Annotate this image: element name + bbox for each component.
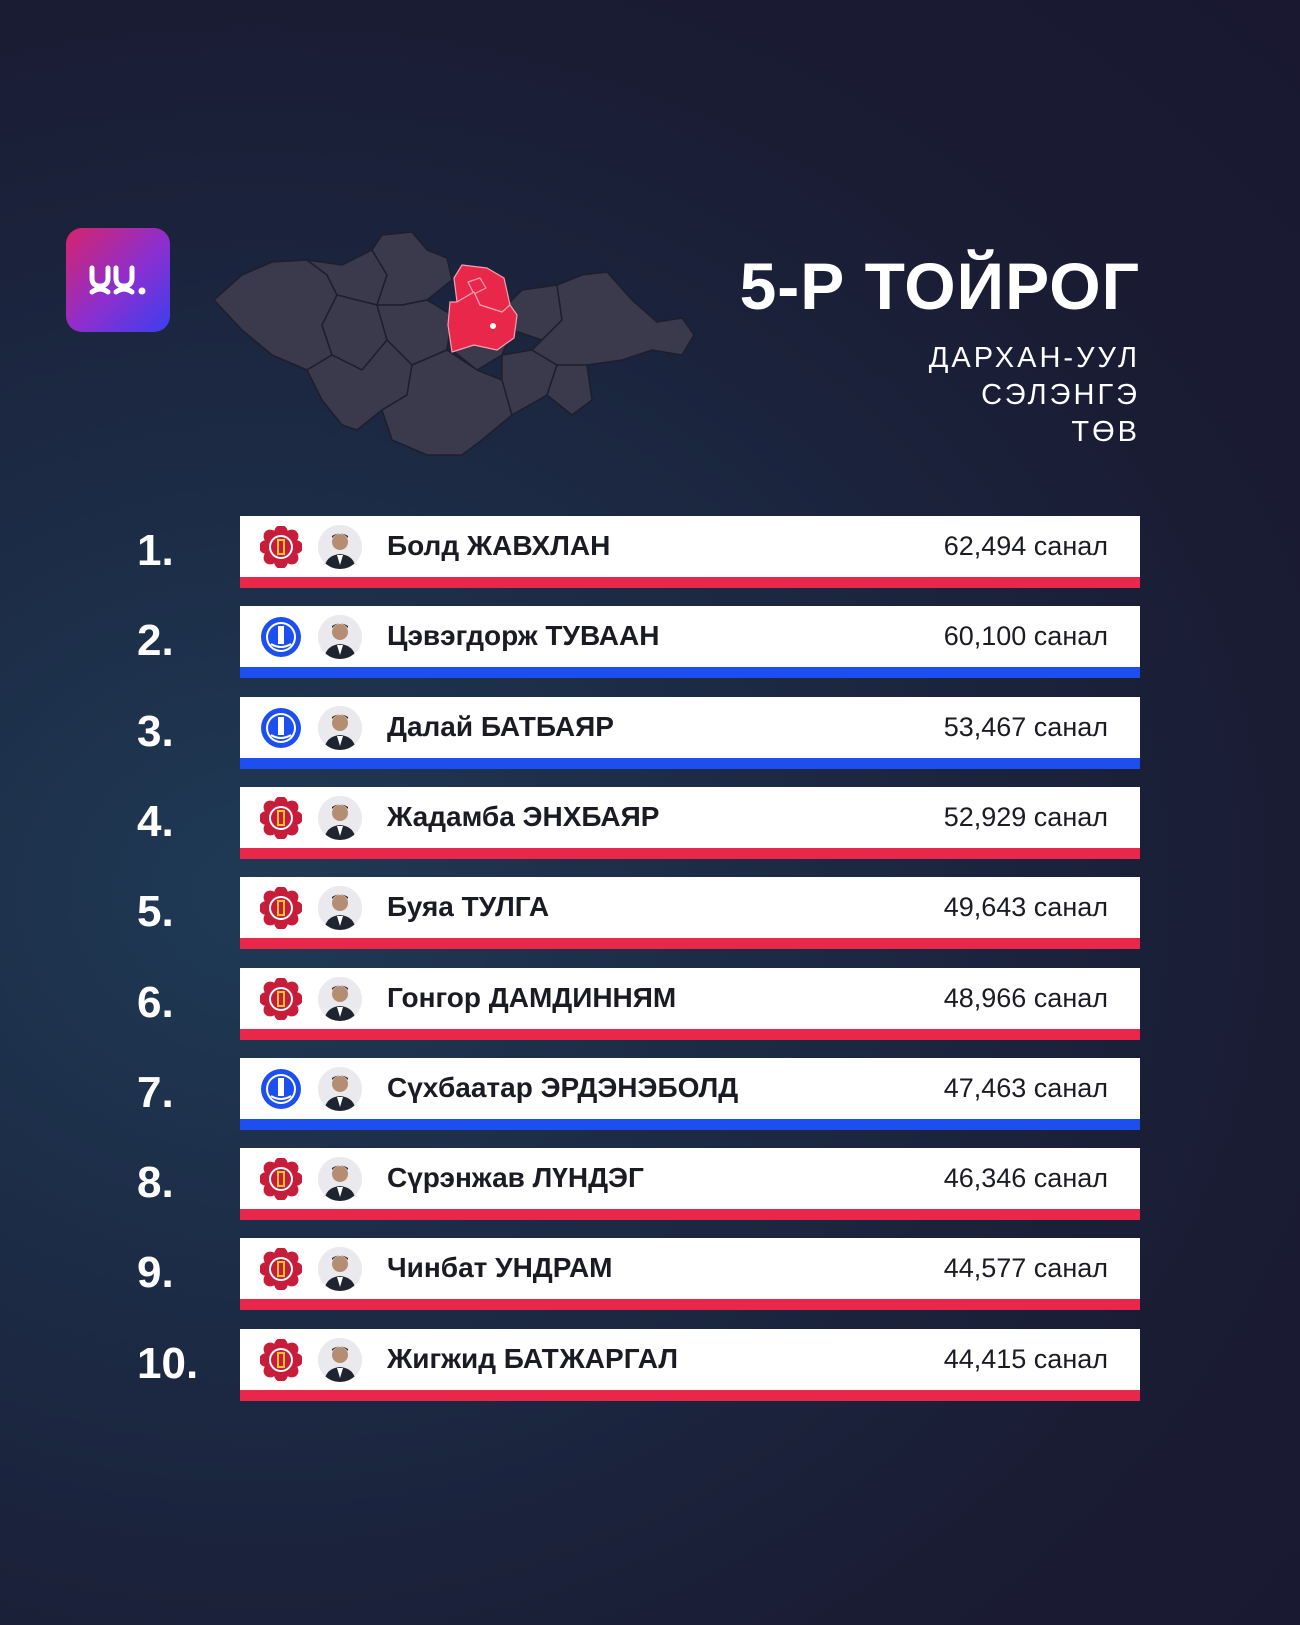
mongolia-map	[213, 231, 695, 456]
mpp-party-emblem-icon	[259, 1247, 303, 1291]
party-color-stripe	[240, 848, 1140, 859]
candidate-row: 1. Болд ЖАВХЛАН 62,494 санал	[0, 516, 1300, 589]
dp-party-emblem-icon	[260, 616, 302, 658]
candidate-avatar	[318, 977, 362, 1021]
mpp-party-emblem-icon	[259, 886, 303, 930]
candidate-votes: 60,100 санал	[943, 621, 1108, 651]
candidate-votes: 52,929 санал	[943, 802, 1108, 832]
candidate-card: Жигжид БАТЖАРГАЛ 44,415 санал	[240, 1329, 1140, 1390]
candidate-rank: 9.	[137, 1248, 174, 1297]
candidate-votes: 44,415 санал	[943, 1344, 1108, 1374]
candidate-votes: 53,467 санал	[943, 712, 1108, 742]
candidate-votes: 47,463 санал	[943, 1073, 1108, 1103]
party-color-stripe	[240, 1299, 1140, 1310]
candidate-card: Гонгор ДАМДИННЯМ 48,966 санал	[240, 968, 1140, 1029]
candidate-card: Сүрэнжав ЛҮНДЭГ 46,346 санал	[240, 1148, 1140, 1209]
map-province-tuv	[447, 291, 518, 353]
candidate-row: 10. Жигжид БАТЖАРГАЛ 44,415 санал	[0, 1329, 1300, 1402]
mpp-party-emblem-icon	[259, 796, 303, 840]
candidate-row: 8. Сүрэнжав ЛҮНДЭГ 46,346 санал	[0, 1148, 1300, 1221]
candidate-card: Чинбат УНДРАМ 44,577 санал	[240, 1238, 1140, 1299]
candidate-row: 6. Гонгор ДАМДИННЯМ 48,966 санал	[0, 968, 1300, 1041]
party-color-stripe	[240, 577, 1140, 588]
candidate-rank: 8.	[137, 1158, 174, 1207]
brand-logo	[66, 228, 170, 332]
candidate-name: Гонгор ДАМДИННЯМ	[387, 982, 677, 1013]
candidate-rank: 1.	[137, 526, 174, 575]
candidate-rank: 4.	[137, 797, 174, 846]
candidate-avatar	[318, 886, 362, 930]
candidate-avatar	[318, 1067, 362, 1111]
candidate-avatar	[318, 706, 362, 750]
party-color-stripe	[240, 758, 1140, 769]
mpp-party-emblem-icon	[259, 1338, 303, 1382]
candidate-rank: 2.	[137, 616, 174, 665]
party-color-stripe	[240, 667, 1140, 678]
candidate-row: 7. Сүхбаатар ЭРДЭНЭБОЛД 47,463 санал	[0, 1058, 1300, 1131]
mpp-party-emblem-icon	[259, 525, 303, 569]
region-tuv: ТӨВ	[1071, 416, 1140, 448]
candidate-votes: 48,966 санал	[943, 983, 1108, 1013]
party-color-stripe	[240, 1029, 1140, 1040]
candidate-row: 5. Буяа ТУЛГА 49,643 санал	[0, 877, 1300, 950]
candidate-avatar	[318, 1338, 362, 1382]
candidate-card: Цэвэгдорж ТУВААН 60,100 санал	[240, 606, 1140, 667]
candidate-name: Сүрэнжав ЛҮНДЭГ	[387, 1162, 644, 1193]
party-color-stripe	[240, 1209, 1140, 1220]
candidate-rank: 3.	[137, 707, 174, 756]
party-color-stripe	[240, 1390, 1140, 1401]
candidate-name: Чинбат УНДРАМ	[387, 1252, 613, 1283]
candidate-name: Жадамба ЭНХБАЯР	[387, 801, 660, 832]
brand-logo-mark	[89, 265, 146, 295]
candidate-card: Далай БАТБАЯР 53,467 санал	[240, 697, 1140, 758]
candidate-row: 9. Чинбат УНДРАМ 44,577 санал	[0, 1238, 1300, 1311]
map-province-south	[381, 349, 513, 456]
candidate-votes: 46,346 санал	[943, 1163, 1108, 1193]
region-darkhan-uul: ДАРХАН-УУЛ	[928, 342, 1140, 374]
candidate-name: Болд ЖАВХЛАН	[387, 530, 611, 561]
candidate-name: Жигжид БАТЖАРГАЛ	[387, 1343, 679, 1374]
candidate-votes: 49,643 санал	[943, 892, 1108, 922]
map-province-east	[531, 271, 695, 366]
map-capital-marker	[490, 323, 496, 329]
map-province-darkhan-uul	[467, 277, 487, 295]
candidate-card: Жадамба ЭНХБАЯР 52,929 санал	[240, 787, 1140, 848]
candidate-name: Сүхбаатар ЭРДЭНЭБОЛД	[387, 1072, 739, 1103]
candidate-card: Сүхбаатар ЭРДЭНЭБОЛД 47,463 санал	[240, 1058, 1140, 1119]
mpp-party-emblem-icon	[259, 1157, 303, 1201]
party-color-stripe	[240, 1119, 1140, 1130]
candidate-name: Далай БАТБАЯР	[387, 711, 614, 742]
candidate-card: Болд ЖАВХЛАН 62,494 санал	[240, 516, 1140, 577]
dp-party-emblem-icon	[260, 707, 302, 749]
candidate-name: Буяа ТУЛГА	[387, 891, 550, 922]
candidate-avatar	[318, 796, 362, 840]
map-province-west	[213, 259, 338, 371]
candidate-row: 4. Жадамба ЭНХБАЯР 52,929 санал	[0, 787, 1300, 860]
candidate-rank: 6.	[137, 978, 174, 1027]
candidate-row: 2. Цэвэгдорж ТУВААН 60,100 санал	[0, 606, 1300, 679]
candidate-card: Буяа ТУЛГА 49,643 санал	[240, 877, 1140, 938]
candidate-avatar	[318, 1157, 362, 1201]
candidate-rank: 7.	[137, 1068, 174, 1117]
candidate-votes: 44,577 санал	[943, 1253, 1108, 1283]
candidate-name: Цэвэгдорж ТУВААН	[387, 620, 660, 651]
candidate-rank: 10.	[137, 1339, 199, 1388]
region-selenge: СЭЛЭНГЭ	[981, 379, 1140, 411]
candidate-avatar	[318, 615, 362, 659]
map-province-north	[371, 231, 453, 306]
party-color-stripe	[240, 938, 1140, 949]
mpp-party-emblem-icon	[259, 977, 303, 1021]
candidate-rank: 5.	[137, 887, 174, 936]
dp-party-emblem-icon	[260, 1068, 302, 1110]
candidate-row: 3. Далай БАТБАЯР 53,467 санал	[0, 697, 1300, 770]
candidate-avatar	[318, 1247, 362, 1291]
region-list: ДАРХАН-УУЛ СЭЛЭНГЭ ТӨВ	[929, 340, 1140, 451]
candidate-avatar	[318, 525, 362, 569]
candidate-votes: 62,494 санал	[943, 531, 1108, 561]
map-province-southeast	[546, 364, 593, 416]
page-title: 5-Р ТОЙРОГ	[739, 249, 1140, 323]
